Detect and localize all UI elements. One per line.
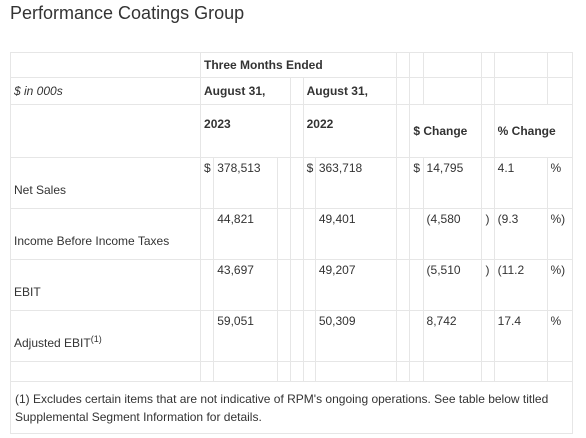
pct-symbol: %) xyxy=(546,259,573,311)
currency-symbol: $ xyxy=(200,157,215,209)
pct-change-header: % Change xyxy=(493,104,574,158)
currency-symbol xyxy=(409,310,424,362)
col2-year-header: 2022 xyxy=(302,104,398,158)
col1-year-header: 2023 xyxy=(200,104,292,158)
currency-symbol xyxy=(302,208,316,260)
currency-symbol xyxy=(200,208,215,260)
row-label-text: Adjusted EBIT xyxy=(14,336,91,350)
value-2022: 50,309 xyxy=(314,310,398,362)
value-2022: 363,718 xyxy=(314,157,398,209)
pct-symbol: %) xyxy=(546,208,573,260)
dollar-change-value: (5,510 xyxy=(422,259,483,311)
currency-symbol: $ xyxy=(409,157,424,209)
dollar-change-header: $ Change xyxy=(409,104,483,158)
col1-date-header: August 31, xyxy=(200,77,292,105)
pct-change-value: 4.1 xyxy=(493,157,548,209)
row-label: Income Before Income Taxes xyxy=(9,208,202,260)
footnote: (1) Excludes certain items that are not … xyxy=(10,381,573,434)
pct-change-value: (9.3 xyxy=(493,208,548,260)
units-label: $ in 000s xyxy=(9,77,202,105)
currency-symbol xyxy=(200,259,215,311)
paren-close: ) xyxy=(481,259,495,311)
row-label: Adjusted EBIT(1) xyxy=(9,310,202,362)
value-2023: 44,821 xyxy=(213,208,279,260)
paren-close xyxy=(481,310,495,362)
currency-symbol xyxy=(200,310,215,362)
pct-change-value: 17.4 xyxy=(493,310,548,362)
performance-coatings-table: Three Months Ended $ in 000s August 31, … xyxy=(9,52,574,434)
value-2023: 378,513 xyxy=(213,157,279,209)
table-row: Income Before Income Taxes 44,821 49,401… xyxy=(9,208,573,260)
table-row: EBIT 43,697 49,207 (5,510 ) (11.2 %) xyxy=(9,259,573,311)
table-row: Net Sales $ 378,513 $ 363,718 $ 14,795 4… xyxy=(9,157,573,209)
dollar-change-value: 14,795 xyxy=(422,157,483,209)
currency-symbol: $ xyxy=(302,157,316,209)
period-header: Three Months Ended xyxy=(200,52,398,78)
dollar-change-value: (4,580 xyxy=(422,208,483,260)
row-label: EBIT xyxy=(9,259,202,311)
table-row: Adjusted EBIT(1) 59,051 50,309 8,742 17.… xyxy=(9,310,573,362)
pct-symbol: % xyxy=(546,157,573,209)
currency-symbol xyxy=(302,259,316,311)
currency-symbol xyxy=(409,208,424,260)
pct-symbol: % xyxy=(546,310,573,362)
row-label: Net Sales xyxy=(9,157,202,209)
col2-date-header: August 31, xyxy=(302,77,398,105)
paren-close: ) xyxy=(481,208,495,260)
currency-symbol xyxy=(409,259,424,311)
page-title: Performance Coatings Group xyxy=(10,3,245,23)
value-2023: 43,697 xyxy=(213,259,279,311)
value-2023: 59,051 xyxy=(213,310,279,362)
footnote-marker: (1) xyxy=(90,334,102,344)
pct-change-value: (11.2 xyxy=(493,259,548,311)
value-2022: 49,401 xyxy=(314,208,398,260)
dollar-change-value: 8,742 xyxy=(422,310,483,362)
value-2022: 49,207 xyxy=(314,259,398,311)
paren-close xyxy=(481,157,495,209)
currency-symbol xyxy=(302,310,316,362)
